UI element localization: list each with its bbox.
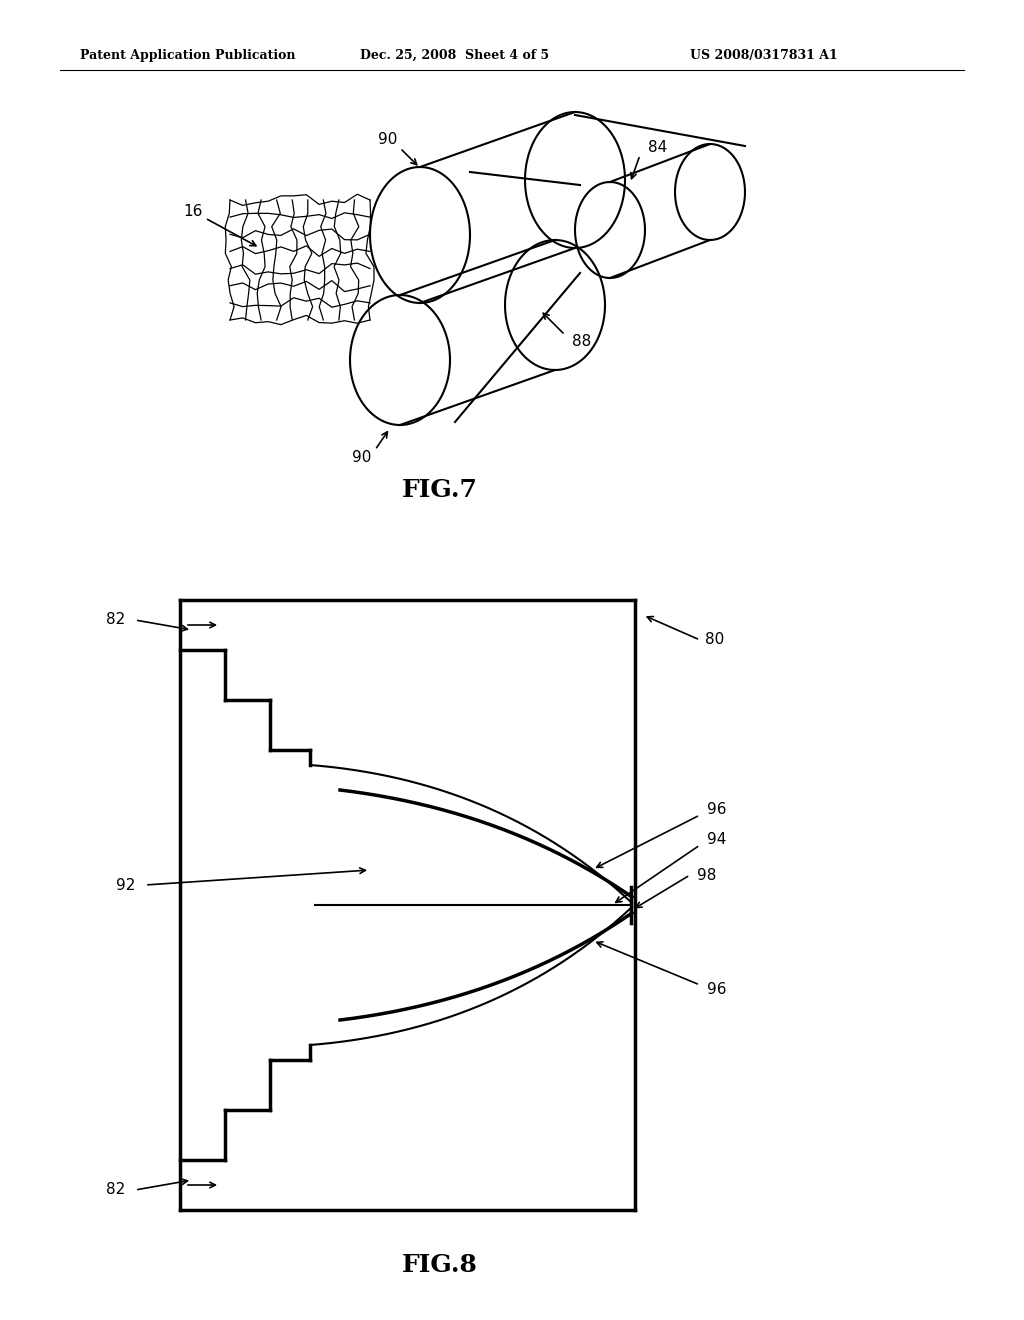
Text: 96: 96 bbox=[707, 982, 726, 998]
Text: 96: 96 bbox=[707, 803, 726, 817]
Text: 16: 16 bbox=[183, 205, 203, 219]
Text: 92: 92 bbox=[116, 878, 135, 892]
Text: 82: 82 bbox=[105, 612, 125, 627]
Text: Dec. 25, 2008  Sheet 4 of 5: Dec. 25, 2008 Sheet 4 of 5 bbox=[360, 49, 549, 62]
Text: Patent Application Publication: Patent Application Publication bbox=[80, 49, 296, 62]
Text: 98: 98 bbox=[697, 867, 717, 883]
Text: 82: 82 bbox=[105, 1183, 125, 1197]
Text: FIG.8: FIG.8 bbox=[402, 1253, 478, 1276]
Text: FIG.7: FIG.7 bbox=[402, 478, 478, 502]
Text: 90: 90 bbox=[378, 132, 397, 148]
Text: US 2008/0317831 A1: US 2008/0317831 A1 bbox=[690, 49, 838, 62]
Text: 90: 90 bbox=[352, 450, 372, 466]
Text: 80: 80 bbox=[705, 632, 724, 648]
Text: 94: 94 bbox=[707, 833, 726, 847]
Text: 84: 84 bbox=[648, 140, 668, 156]
Text: 88: 88 bbox=[572, 334, 591, 350]
